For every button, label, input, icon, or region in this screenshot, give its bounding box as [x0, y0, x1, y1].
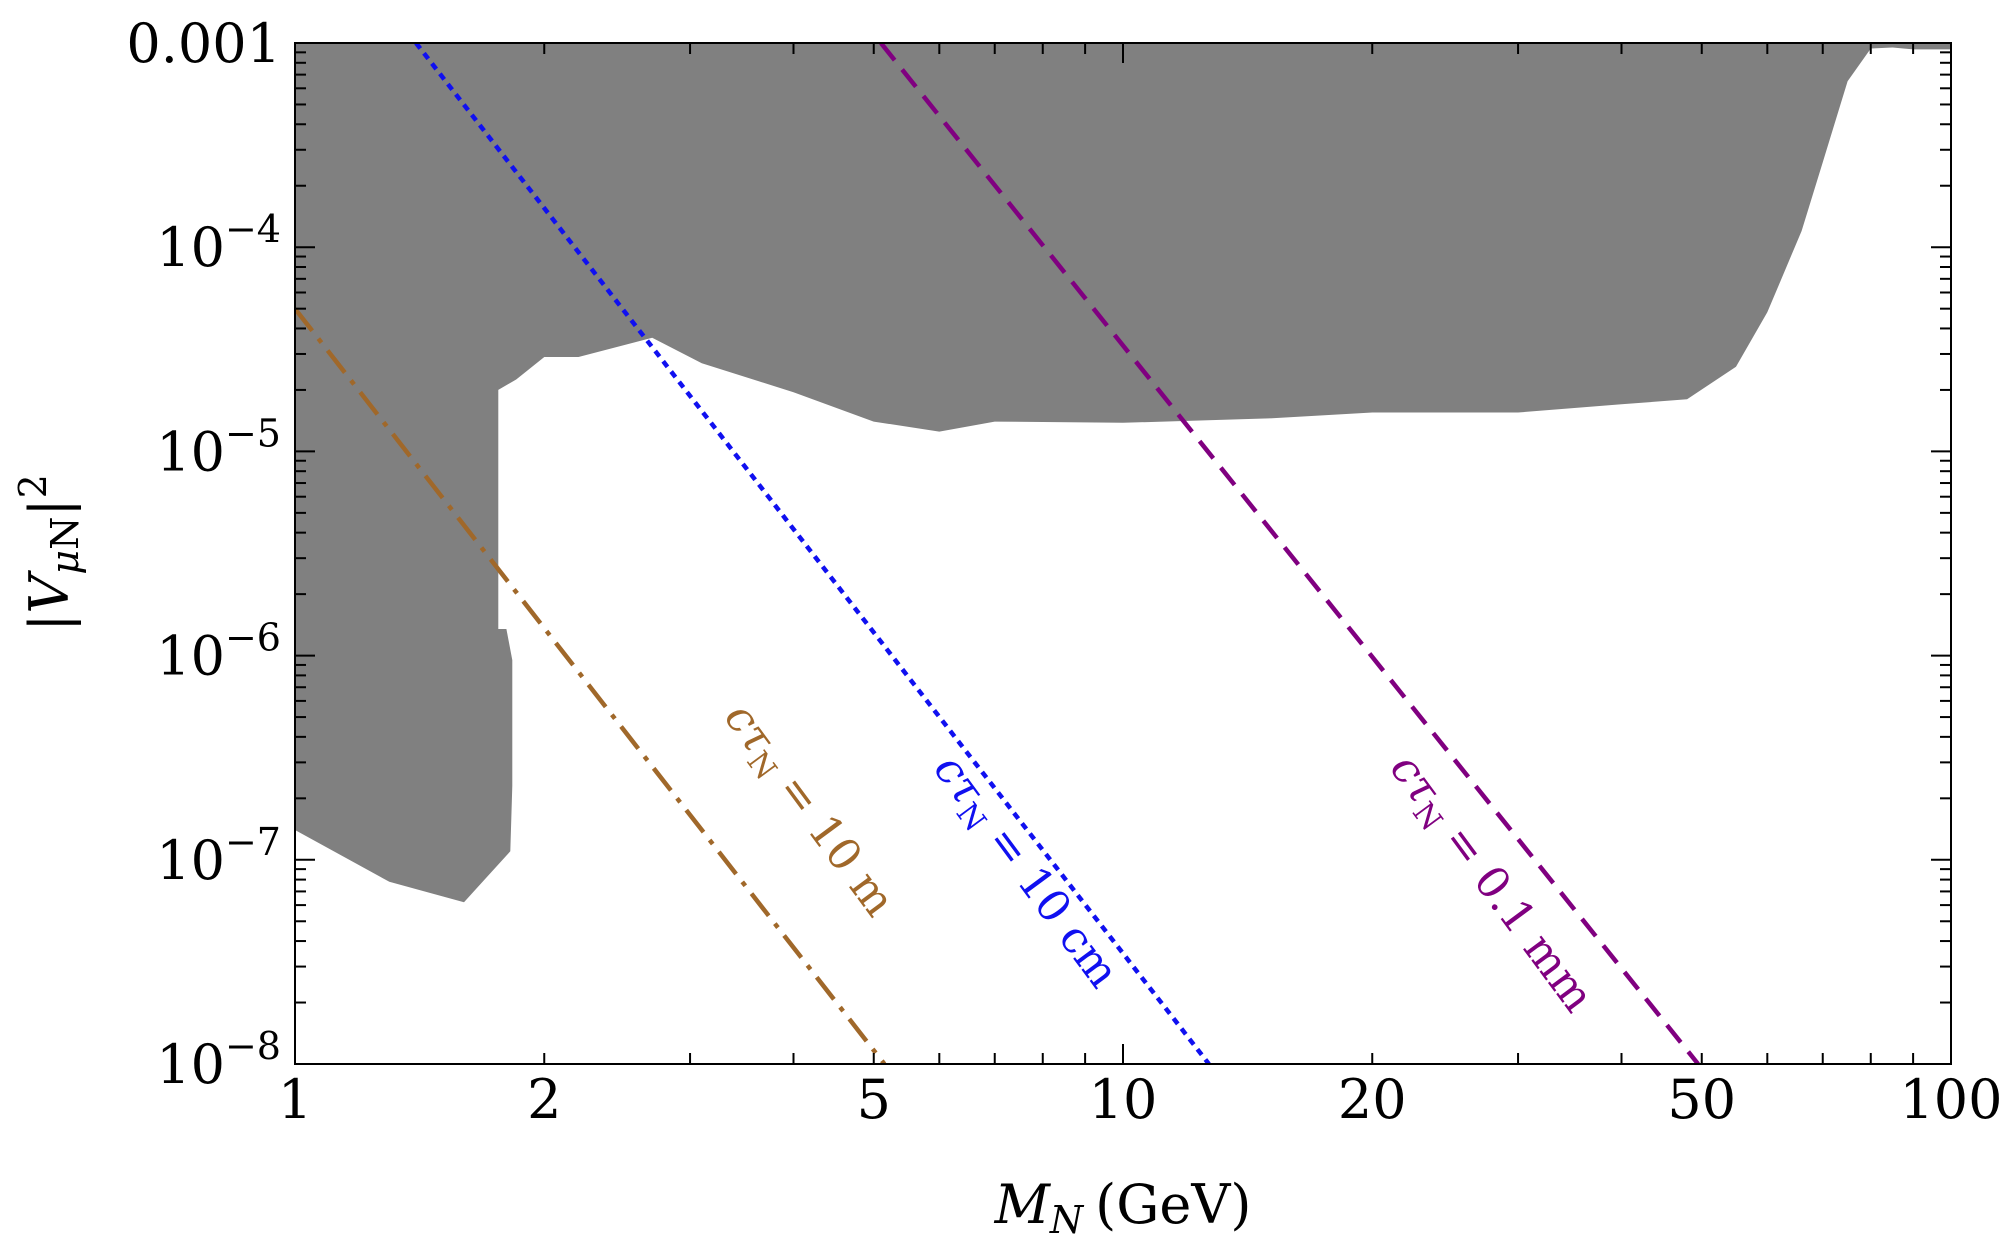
y-tick-label: 10−8 — [156, 1024, 281, 1096]
x-tick-label: 2 — [527, 1068, 561, 1131]
line-labels: cτN = 10 m cτN = 10 cm cτN = 0.1 mm — [710, 693, 1604, 1024]
x-tick-labels: 1 2 5 10 20 50 100 — [278, 1068, 2003, 1131]
y-tick-label: 0.001 — [126, 12, 281, 75]
x-tick-label: 1 — [278, 1068, 312, 1131]
x-tick-label: 50 — [1667, 1068, 1736, 1131]
y-axis-title: |VμN|2 — [11, 474, 87, 632]
excluded-region — [295, 43, 1951, 903]
y-tick-labels: 0.001 10−4 10−5 10−6 10−7 10−8 — [126, 12, 281, 1096]
x-tick-label: 20 — [1338, 1068, 1407, 1131]
x-tick-label: 5 — [857, 1068, 891, 1131]
x-tick-label: 100 — [1899, 1068, 2002, 1131]
ticks — [294, 43, 1951, 1065]
x-tick-label: 10 — [1089, 1068, 1158, 1131]
x-axis-title: MN (GeV) — [994, 1173, 1252, 1242]
series-label-1: cτN = 10 m — [710, 693, 905, 929]
series-label-3: cτN = 0.1 mm — [1376, 744, 1604, 1024]
y-tick-label: 10−7 — [156, 820, 281, 892]
y-tick-label: 10−5 — [156, 411, 281, 483]
plot-area — [295, 43, 1951, 1064]
series-lines — [295, 43, 1700, 1064]
y-tick-label: 10−6 — [156, 616, 281, 688]
series-label-2: cτN = 10 cm — [920, 745, 1129, 1001]
series-line-1 — [295, 307, 887, 1064]
series-line-3 — [879, 43, 1700, 1064]
y-tick-label: 10−4 — [156, 207, 281, 279]
